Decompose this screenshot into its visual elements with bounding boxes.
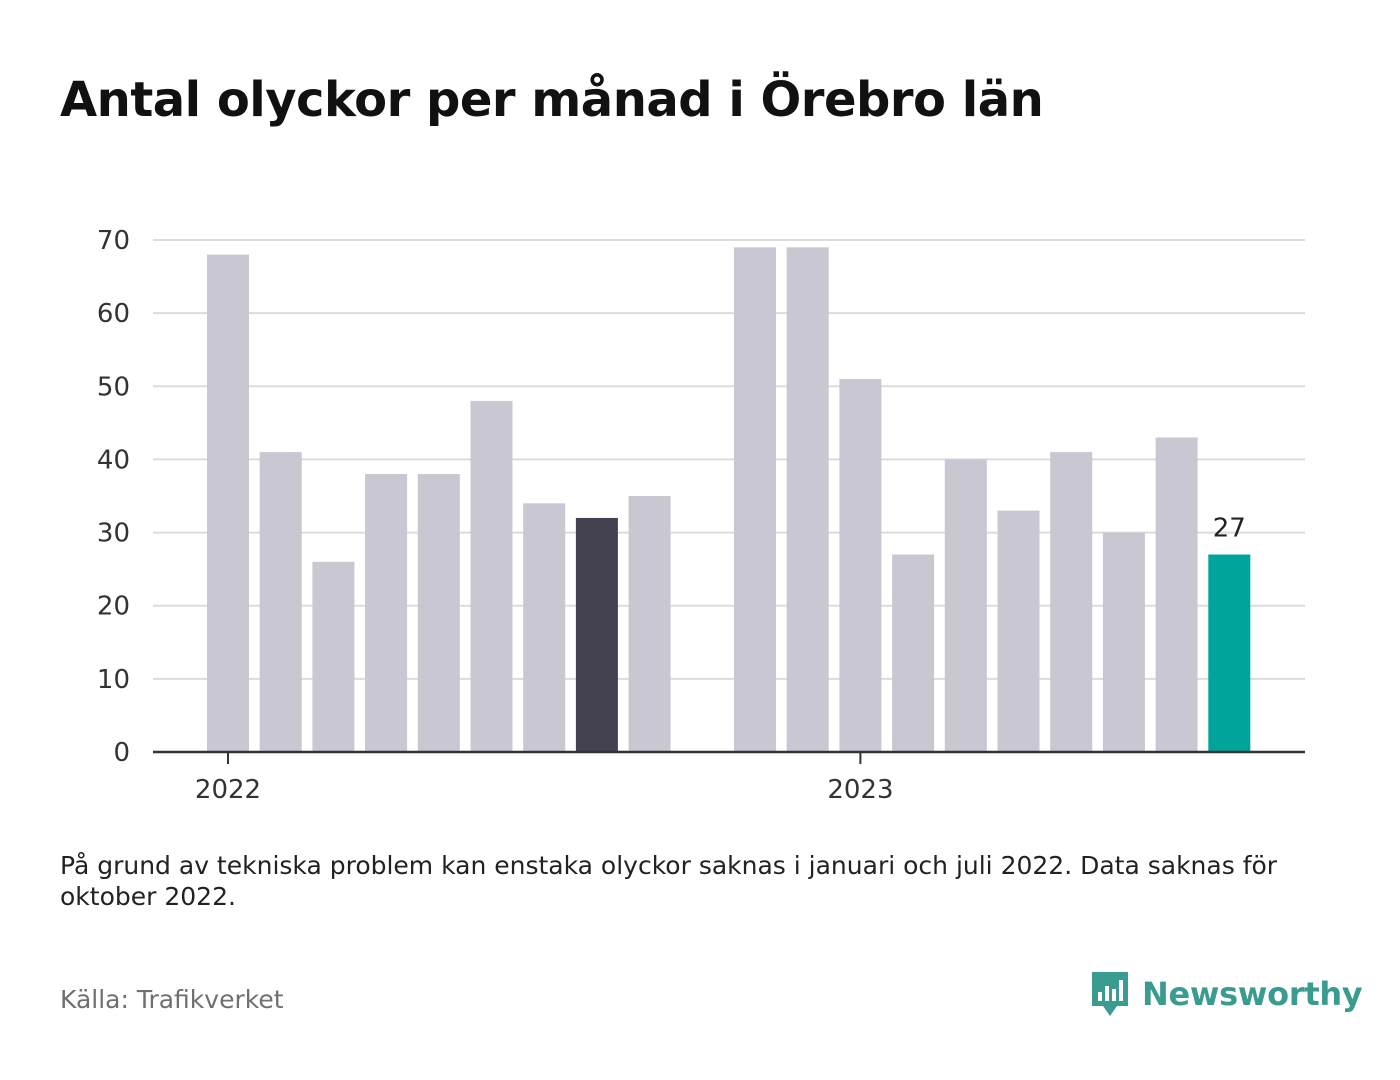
bar-2022-03	[312, 561, 355, 752]
y-tick-label: 40	[97, 445, 130, 475]
bar-2023-08	[1208, 554, 1251, 752]
bar-2022-01	[207, 254, 249, 752]
y-tick-label: 20	[97, 592, 130, 622]
data-label-latest: 27	[1213, 514, 1246, 544]
bar-2023-05	[1050, 452, 1093, 752]
bar-2022-12	[786, 247, 829, 753]
bars	[207, 247, 1251, 753]
bar-2023-03	[944, 459, 987, 752]
bar-2023-01	[839, 378, 882, 752]
labels: 0 10 20 30 40 50 60 70 2022 2023 27	[97, 226, 1246, 805]
bar-2023-07	[1155, 437, 1198, 752]
bar-2022-11	[734, 247, 776, 753]
bar-chart: 0 10 20 30 40 50 60 70 2022 2023 27	[97, 226, 1305, 805]
bar-2023-04	[997, 510, 1040, 752]
y-tick-label: 0	[113, 738, 130, 768]
footnote: På grund av tekniska problem kan enstaka…	[60, 851, 1278, 911]
chart-title: Antal olyckor per månad i Örebro län	[60, 72, 1044, 128]
bar-2022-05	[417, 474, 460, 752]
bar-2023-06	[1102, 532, 1145, 752]
bar-2023-02	[892, 554, 935, 752]
brand-name: Newsworthy	[1142, 975, 1363, 1013]
bar-2022-06	[470, 400, 513, 752]
y-tick-label: 10	[97, 665, 130, 695]
bar-2022-04	[365, 474, 408, 752]
y-tick-label: 30	[97, 519, 130, 549]
bar-2022-09	[628, 496, 671, 752]
y-tick-label: 70	[97, 226, 130, 256]
y-tick-label: 50	[97, 372, 130, 402]
bar-2022-08	[575, 517, 618, 752]
bar-2022-02	[259, 452, 302, 752]
x-tick-label-2023: 2023	[827, 775, 893, 805]
bar-2022-07	[523, 503, 566, 752]
x-tick-label-2022: 2022	[195, 775, 261, 805]
newsworthy-logo[interactable]: Newsworthy	[1090, 970, 1363, 1018]
y-tick-label: 60	[97, 299, 130, 329]
x-axis	[153, 750, 1305, 764]
newsworthy-logo-icon	[1092, 972, 1128, 1016]
source-credit: Källa: Trafikverket	[60, 985, 284, 1014]
